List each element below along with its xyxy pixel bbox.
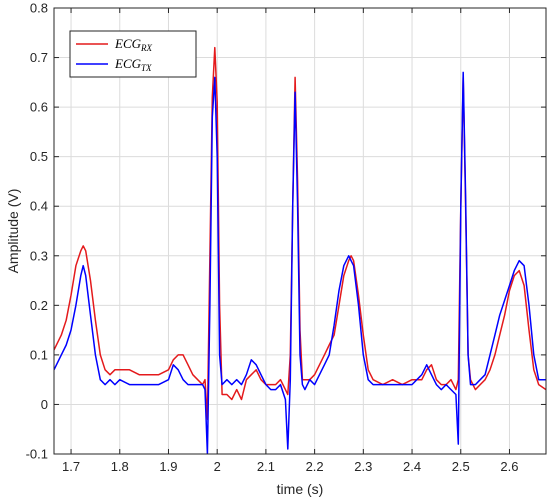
- legend-sub-ecg-tx: TX: [141, 63, 152, 73]
- axes-frame: [53, 7, 547, 455]
- legend-sub-ecg-rx: RX: [140, 43, 152, 53]
- x-tick-label: 2: [214, 459, 221, 474]
- series-layer: [54, 46, 546, 454]
- y-tick-label: -0.1: [26, 447, 48, 462]
- y-tick-label: 0.8: [30, 1, 48, 16]
- y-tick-label: 0.7: [30, 50, 48, 65]
- y-tick-label: 0.4: [30, 199, 48, 214]
- x-tick-label: 2.2: [306, 459, 324, 474]
- legend-label-ecg-tx: ECG: [114, 56, 142, 71]
- legend: ECGRX ECGTX: [69, 30, 197, 78]
- legend-box: [69, 30, 197, 78]
- y-tick-label: 0.5: [30, 149, 48, 164]
- x-tick-label: 1.7: [62, 459, 80, 474]
- x-axis-label: time (s): [277, 481, 324, 497]
- y-tick-label: 0.1: [30, 347, 48, 362]
- x-tick-label: 2.1: [257, 459, 275, 474]
- legend-entry-ecg-rx: ECGRX: [114, 36, 152, 53]
- y-tick-label: 0.6: [30, 100, 48, 115]
- plot-frame: [53, 7, 547, 455]
- legend-entry-ecg-tx: ECGTX: [114, 56, 152, 73]
- y-axis-ticks: -0.1 0 0.1 0.2 0.3 0.4 0.5 0.6 0.7 0.8: [26, 1, 546, 462]
- y-axis-label: Amplitude (V): [5, 189, 21, 274]
- x-tick-label: 1.9: [159, 459, 177, 474]
- x-tick-label: 2.6: [500, 459, 518, 474]
- y-tick-label: 0: [41, 397, 48, 412]
- y-tick-label: 0.2: [30, 298, 48, 313]
- x-tick-label: 1.8: [111, 459, 129, 474]
- x-axis-ticks: 1.7 1.8 1.9 2 2.1 2.2 2.3 2.4 2.5 2.6: [62, 8, 519, 474]
- x-tick-label: 2.4: [403, 459, 421, 474]
- x-tick-label: 2.3: [354, 459, 372, 474]
- legend-label-ecg-rx: ECG: [114, 36, 142, 51]
- y-tick-label: 0.3: [30, 248, 48, 263]
- series-line-ecg-tx: [54, 71, 546, 454]
- x-tick-label: 2.5: [452, 459, 470, 474]
